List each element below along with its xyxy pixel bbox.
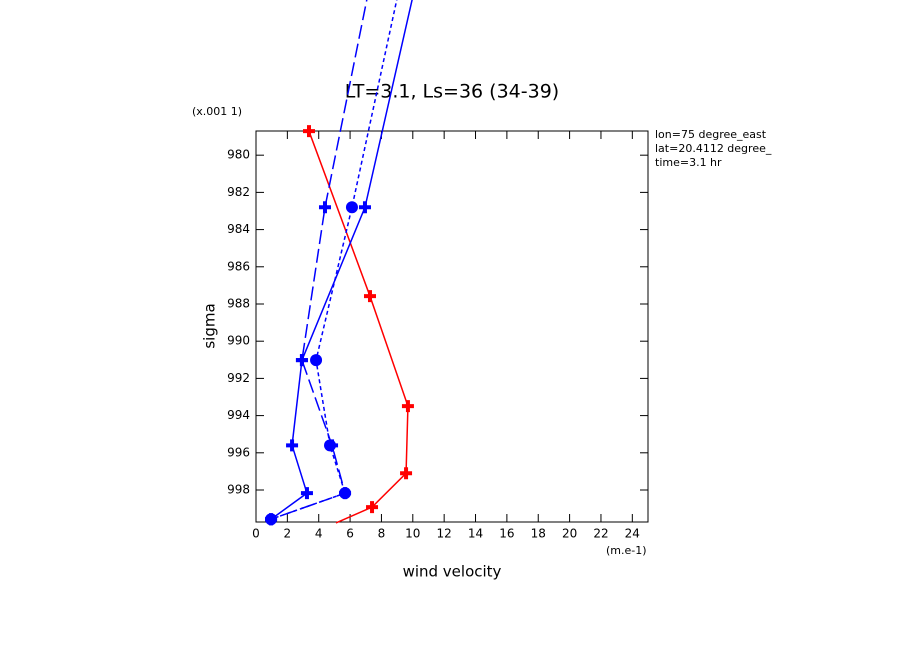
x-tick-label: 6	[346, 527, 354, 541]
marker	[286, 439, 299, 452]
marker	[400, 467, 413, 480]
y-axis-label: sigma	[201, 303, 219, 348]
x-tick-label: 2	[284, 527, 292, 541]
y-tick-label: 982	[227, 185, 250, 199]
marker	[345, 201, 358, 214]
y-tick-label: 994	[227, 408, 250, 422]
y-tick-label: 984	[227, 222, 250, 236]
marker	[295, 354, 308, 367]
marker	[324, 439, 337, 452]
x-tick-label: 18	[531, 527, 546, 541]
marker	[339, 487, 352, 500]
x-tick-label: 12	[437, 527, 452, 541]
annotation: lon=75 degree_east	[655, 128, 767, 141]
series-line	[308, 130, 409, 524]
marker	[302, 125, 315, 138]
marker	[401, 400, 414, 413]
x-tick-label: 4	[315, 527, 323, 541]
y-tick-label: 992	[227, 371, 250, 385]
x-tick-label: 16	[499, 527, 514, 541]
x-units: (m.e-1)	[606, 544, 647, 557]
y-tick-label: 980	[227, 148, 250, 162]
y-tick-label: 986	[227, 259, 250, 273]
series-line	[270, 0, 368, 520]
x-tick-label: 8	[378, 527, 386, 541]
y-tick-label: 996	[227, 445, 250, 459]
annotation: time=3.1 hr	[655, 156, 722, 169]
x-tick-label: 22	[593, 527, 608, 541]
marker	[366, 501, 379, 514]
x-axis-label: wind velocity	[403, 563, 502, 581]
y-tick-label: 988	[227, 296, 250, 310]
series-line	[270, 0, 398, 520]
x-tick-label: 0	[252, 527, 260, 541]
marker	[300, 487, 313, 500]
marker	[318, 201, 331, 214]
x-tick-label: 20	[562, 527, 577, 541]
series-line	[270, 0, 413, 520]
chart-title: LT=3.1, Ls=36 (34-39)	[345, 81, 559, 103]
marker	[310, 354, 323, 367]
y-tick-label: 990	[227, 334, 250, 348]
y-tick-label: 998	[227, 483, 250, 497]
marker	[358, 201, 371, 214]
marker	[363, 290, 376, 303]
x-tick-label: 24	[625, 527, 640, 541]
x-tick-label: 14	[468, 527, 483, 541]
annotation: lat=20.4112 degree_	[655, 142, 772, 155]
plot-frame	[255, 130, 649, 523]
marker	[265, 513, 278, 526]
y-units: (x.001 1)	[192, 105, 242, 118]
x-tick-label: 10	[405, 527, 420, 541]
